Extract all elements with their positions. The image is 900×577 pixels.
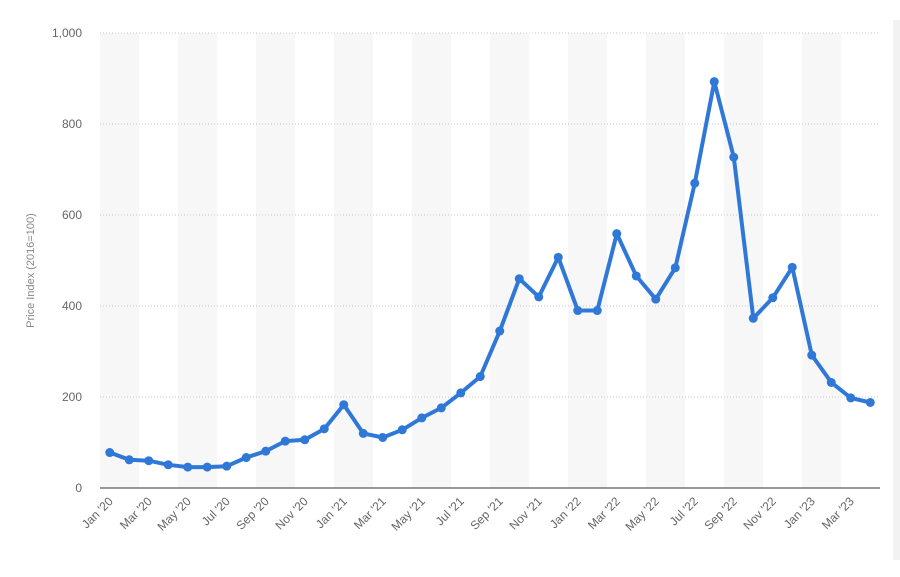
data-point[interactable] [553,252,563,262]
data-point[interactable] [768,293,778,303]
data-point[interactable] [261,446,271,456]
y-axis-ticks: 0 200 400 600 800 1,000 [52,26,82,495]
data-point[interactable] [417,413,427,423]
y-tick-label: 400 [62,299,82,313]
x-tick-label: May '22 [623,494,663,534]
y-tick-label: 200 [62,390,82,404]
data-point[interactable] [319,424,329,434]
x-tick-label: Jan '20 [79,494,116,531]
y-tick-label: 0 [75,481,82,495]
data-point[interactable] [163,460,173,470]
band [256,33,295,488]
band [568,33,607,488]
band [724,33,763,488]
data-point[interactable] [865,397,875,407]
data-point[interactable] [202,462,212,472]
data-point[interactable] [495,326,505,336]
x-tick-label: Nov '20 [272,494,311,533]
x-tick-label: Jan '22 [547,494,584,531]
band [334,33,373,488]
data-point[interactable] [222,461,232,471]
x-tick-label: Mar '20 [117,494,155,532]
alternating-bands [100,33,841,488]
x-tick-label: Sep '20 [233,494,272,533]
x-tick-label: Nov '22 [740,494,779,533]
data-point[interactable] [436,403,446,413]
data-point[interactable] [397,425,407,435]
data-point[interactable] [670,263,680,273]
data-point[interactable] [241,453,251,463]
x-axis-ticks: Jan '20 Mar '20 May '20 Jul '20 Sep '20 Nov '… [79,494,857,534]
data-point[interactable] [105,448,115,458]
data-point[interactable] [631,271,641,281]
data-point[interactable] [124,455,134,465]
x-tick-label: Sep '21 [467,494,506,533]
data-point[interactable] [573,306,583,316]
x-tick-label: Jul '21 [433,494,467,528]
x-tick-label: Mar '22 [585,494,623,532]
band [646,33,685,488]
x-tick-label: Jan '21 [313,494,350,531]
y-tick-label: 1,000 [52,26,82,40]
data-point[interactable] [183,462,193,472]
data-point[interactable] [280,436,290,446]
x-tick-label: Sep '22 [701,494,740,533]
band [100,33,139,488]
band [178,33,217,488]
data-point[interactable] [358,428,368,438]
right-panel-edge [893,20,900,560]
series-group [105,77,875,472]
x-tick-label: Jan '23 [781,494,818,531]
data-point[interactable] [787,262,797,272]
x-tick-label: Jul '20 [199,494,233,528]
data-point[interactable] [300,435,310,445]
y-tick-label: 800 [62,117,82,131]
y-tick-label: 600 [62,208,82,222]
band [802,33,841,488]
data-point[interactable] [690,178,700,188]
data-point[interactable] [846,393,856,403]
data-point[interactable] [534,292,544,302]
x-tick-label: May '20 [155,494,195,534]
data-point[interactable] [339,400,349,410]
data-point[interactable] [729,152,739,162]
data-point[interactable] [612,229,622,239]
data-point[interactable] [456,388,466,398]
x-tick-label: Nov '21 [506,494,545,533]
x-tick-label: Mar '23 [819,494,857,532]
data-point[interactable] [378,432,388,442]
series-line [107,79,873,470]
data-point[interactable] [144,456,154,466]
y-axis-title: Price Index (2016=100) [25,213,37,328]
data-point[interactable] [592,306,602,316]
data-point[interactable] [514,274,524,284]
x-tick-label: Jul '22 [667,494,701,528]
data-point[interactable] [748,313,758,323]
gridlines [100,32,880,398]
data-point[interactable] [807,350,817,360]
data-point[interactable] [475,372,485,382]
data-point[interactable] [709,77,719,87]
x-tick-label: May '21 [389,494,429,534]
data-point[interactable] [651,294,661,304]
x-tick-label: Mar '21 [351,494,389,532]
data-point[interactable] [826,377,836,387]
band [490,33,529,488]
